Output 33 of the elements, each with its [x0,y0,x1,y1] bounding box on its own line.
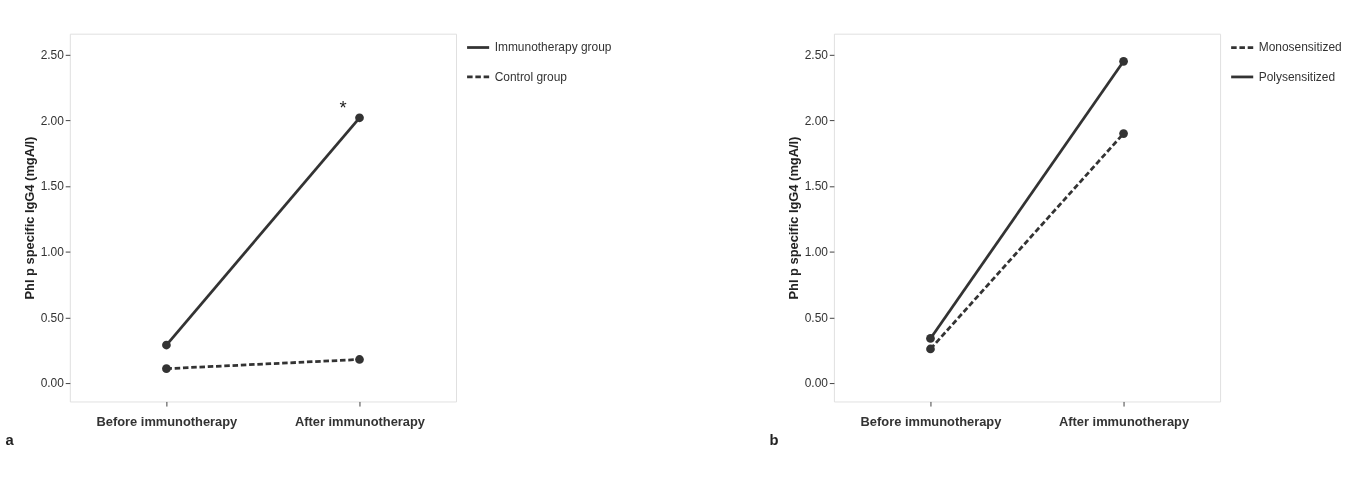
point [162,340,171,350]
y-tick-label: 2.50 [804,47,829,62]
y-axis-title: Phl p specific IgG4 (mgA/l) [786,136,802,300]
y-tick-label: 1.00 [40,244,65,259]
point [926,334,935,343]
x-tick-label: After immunotherapy [1059,413,1190,429]
annotation: * [339,97,347,119]
x-tick-label: Before immunotherapy [96,413,239,429]
y-tick-label: 1.00 [804,244,829,259]
point [926,344,935,354]
y-tick-label: 0.50 [804,310,829,325]
point [355,113,364,123]
y-tick-label: 2.50 [40,47,65,62]
x-tick-label: Before immunotherapy [860,413,1003,429]
y-tick-label: 0.00 [40,376,65,391]
y-tick-label: 0.50 [40,310,65,325]
y-tick-label: 1.50 [40,179,65,194]
point [162,364,171,374]
text: a [5,431,15,448]
legend-label: Control group [494,69,568,84]
y-tick-label: 1.50 [804,179,829,194]
point [1119,56,1128,66]
y-tick-label: 2.00 [40,113,65,128]
y-axis-title: Phl p specific IgG4 (mgA/l) [22,136,38,300]
point [355,355,364,364]
x-tick-label: After immunotherapy [294,413,426,429]
text: b [769,431,779,448]
y-tick-label: 0.00 [804,376,829,391]
legend-label: Polysensitized [1258,69,1336,84]
legend-label: Immunotherapy group [494,40,612,55]
point [1119,129,1128,138]
legend-label: Monosensitized [1258,40,1342,55]
y-tick-label: 2.00 [804,113,829,128]
